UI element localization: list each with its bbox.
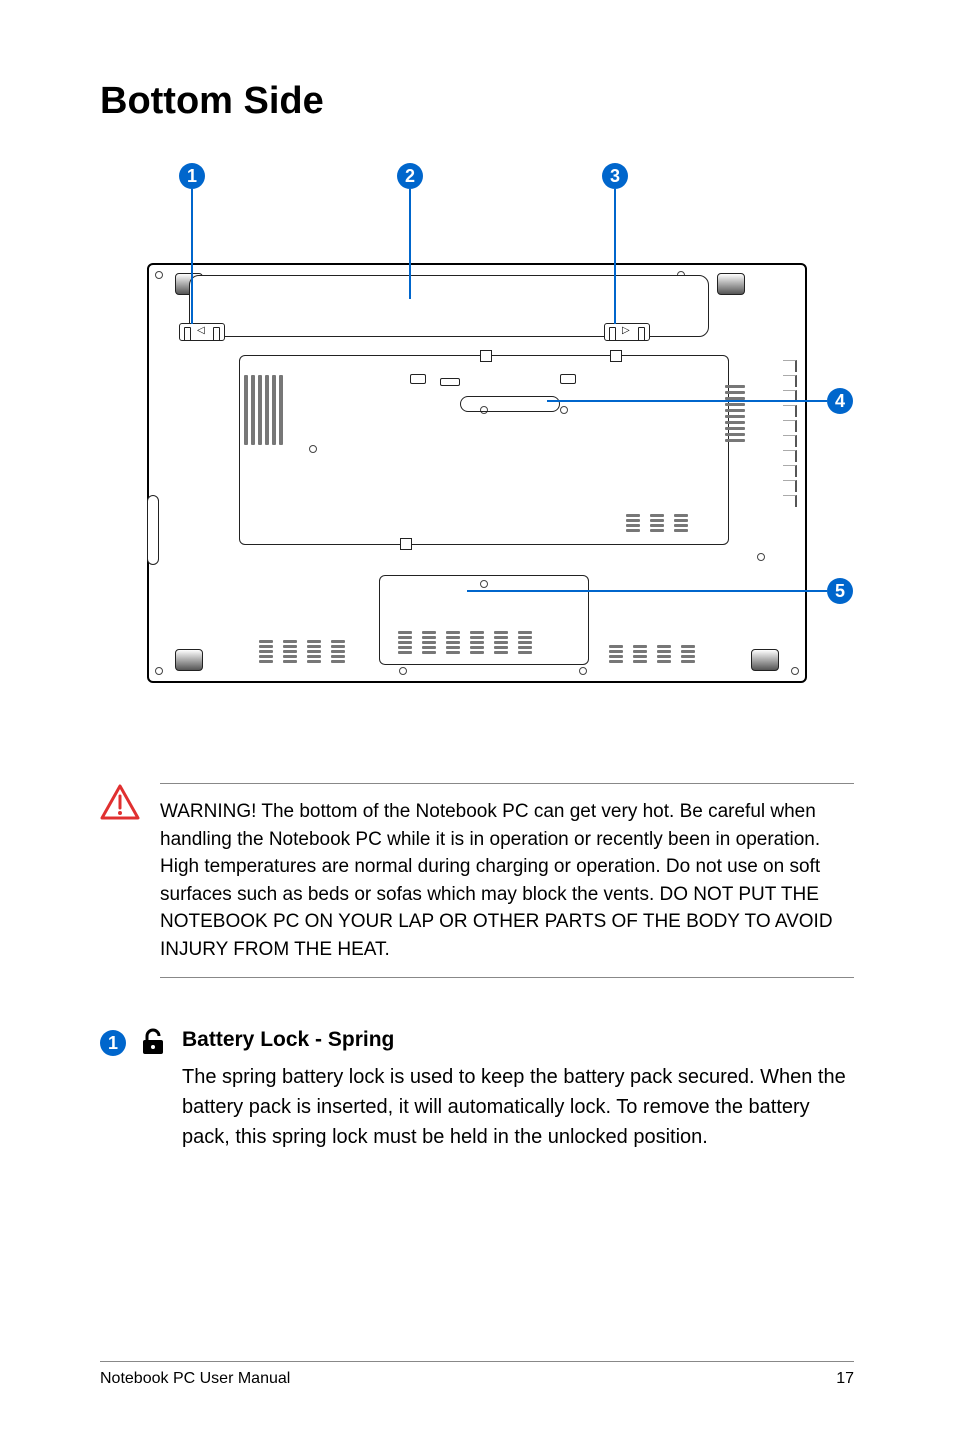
latch-icon	[560, 374, 576, 384]
leader-4	[547, 400, 827, 402]
screw-icon	[579, 667, 587, 675]
vent-icon	[259, 640, 345, 663]
screw-icon	[155, 667, 163, 675]
callout-5: 5	[827, 578, 853, 604]
callout-1: 1	[179, 163, 205, 189]
page-title: Bottom Side	[100, 80, 854, 123]
item-body: Battery Lock - Spring The spring battery…	[182, 1028, 854, 1152]
screw-icon	[757, 553, 765, 561]
latch-icon	[410, 374, 426, 384]
warning-icon	[100, 783, 140, 828]
battery-lock-right: ▷	[604, 323, 650, 341]
battery-lock-left: ◁	[179, 323, 225, 341]
screw-icon	[791, 667, 799, 675]
rubber-foot-icon	[175, 649, 203, 671]
edge-ribs-icon	[783, 360, 797, 507]
vent-icon	[626, 514, 688, 532]
page: Bottom Side 1 2 3 4 5	[0, 0, 954, 1438]
footer-left: Notebook PC User Manual	[100, 1370, 290, 1388]
item-title: Battery Lock - Spring	[182, 1028, 854, 1052]
leader-5	[467, 590, 827, 592]
leader-1	[191, 189, 193, 324]
bottom-side-diagram: 1 2 3 4 5 ◁	[127, 163, 827, 723]
item-number-badge: 1	[100, 1030, 126, 1056]
screw-icon	[155, 271, 163, 279]
warning-block: WARNING! The bottom of the Notebook PC c…	[100, 783, 854, 978]
screw-icon	[399, 667, 407, 675]
vent-icon	[725, 385, 745, 442]
callout-4: 4	[827, 388, 853, 414]
memory-compartment	[239, 355, 729, 545]
leader-2	[409, 189, 411, 299]
screw-icon	[480, 580, 488, 588]
callout-2: 2	[397, 163, 423, 189]
arrow-icon	[460, 396, 560, 412]
callout-3: 3	[602, 163, 628, 189]
rubber-foot-icon	[717, 273, 745, 295]
page-footer: Notebook PC User Manual 17	[100, 1361, 854, 1388]
hdd-compartment	[379, 575, 589, 665]
rubber-foot-icon	[751, 649, 779, 671]
port-cutout-icon	[147, 495, 159, 565]
vent-icon	[609, 645, 695, 663]
notebook-chassis: ◁ ▷	[147, 263, 807, 683]
warning-text: WARNING! The bottom of the Notebook PC c…	[160, 783, 854, 978]
vent-icon	[398, 631, 532, 654]
item-1: 1 Battery Lock - Spring The spring batte…	[100, 1028, 854, 1152]
footer-page-number: 17	[836, 1370, 854, 1388]
item-description: The spring battery lock is used to keep …	[182, 1062, 854, 1152]
lock-icon	[140, 1028, 168, 1061]
screw-icon	[560, 406, 568, 414]
leader-3	[614, 189, 616, 324]
